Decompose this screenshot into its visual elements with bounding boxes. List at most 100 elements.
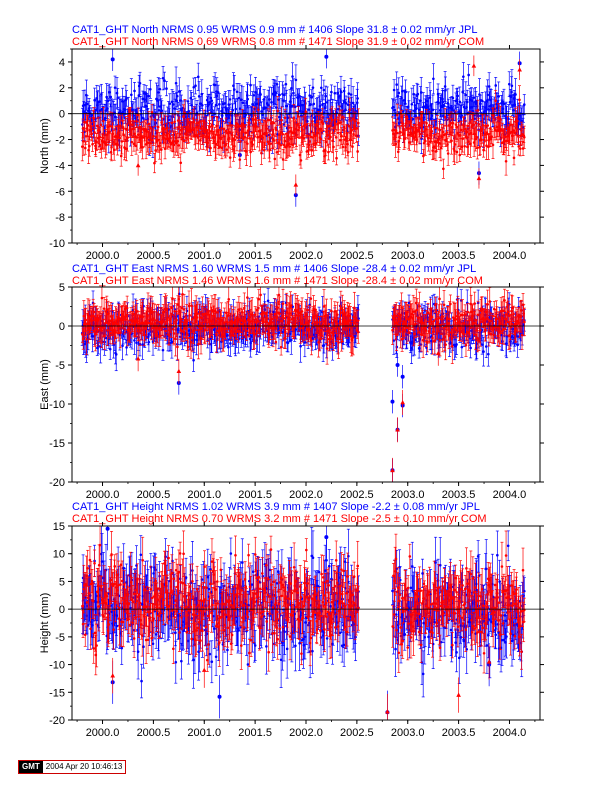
data-point	[451, 96, 455, 100]
data-point	[88, 144, 91, 148]
x-tick-label: 2003.5	[442, 250, 476, 262]
data-point	[197, 136, 200, 139]
data-point	[397, 139, 401, 143]
data-point	[105, 95, 108, 99]
data-point	[316, 131, 319, 135]
data-point	[403, 137, 407, 141]
data-point	[211, 124, 214, 128]
data-point	[324, 94, 328, 98]
data-point	[165, 87, 168, 90]
data-point	[130, 140, 134, 144]
data-point	[489, 127, 492, 130]
data-point	[324, 149, 327, 153]
data-point	[298, 109, 302, 113]
data-point	[319, 127, 322, 131]
data-point	[209, 96, 212, 100]
data-point	[285, 104, 288, 108]
data-point	[95, 140, 98, 144]
data-point	[477, 123, 481, 126]
data-point	[443, 115, 447, 119]
data-point	[492, 114, 495, 117]
data-point	[486, 93, 489, 97]
data-point	[427, 143, 430, 146]
data-point	[148, 141, 152, 145]
data-point	[462, 75, 465, 78]
data-point	[451, 121, 455, 125]
data-point	[231, 108, 235, 112]
data-point	[252, 94, 256, 97]
data-point	[476, 109, 480, 112]
data-point	[136, 113, 140, 117]
data-point	[425, 121, 428, 125]
data-point	[290, 86, 293, 90]
data-point	[240, 122, 244, 125]
data-point	[486, 124, 490, 127]
data-point	[453, 149, 456, 153]
data-point	[302, 136, 305, 140]
data-point	[210, 99, 214, 103]
data-point	[333, 91, 337, 95]
y-tick-label: -2	[55, 135, 65, 147]
data-point	[182, 115, 185, 118]
data-point	[311, 120, 314, 123]
data-point	[150, 138, 153, 142]
data-point	[336, 91, 339, 95]
data-point	[85, 102, 89, 106]
data-point	[450, 139, 453, 143]
data-point	[280, 118, 283, 122]
data-point	[497, 95, 500, 98]
data-point	[347, 124, 351, 128]
data-point	[427, 124, 431, 127]
data-point	[175, 94, 179, 98]
data-point	[149, 87, 152, 91]
y-tick-label: -8	[55, 212, 65, 224]
data-point	[283, 116, 287, 120]
data-point	[233, 144, 236, 148]
data-point	[159, 148, 163, 151]
x-tick-label: 2001.0	[187, 250, 221, 262]
data-point	[178, 132, 182, 136]
data-point	[485, 144, 488, 148]
data-point	[334, 118, 337, 121]
data-point	[275, 82, 279, 86]
data-point	[474, 121, 478, 125]
data-point	[441, 100, 444, 104]
data-point	[323, 106, 327, 110]
data-point	[342, 109, 345, 113]
data-point	[266, 140, 269, 144]
data-point	[171, 103, 175, 106]
data-point	[262, 148, 266, 152]
data-point	[132, 114, 136, 117]
data-point	[232, 88, 236, 91]
data-point	[268, 148, 272, 151]
data-point	[335, 156, 338, 160]
data-point	[219, 137, 222, 141]
data-point	[165, 126, 169, 130]
data-point	[195, 134, 199, 138]
data-point	[446, 152, 450, 155]
data-point	[332, 145, 335, 149]
data-point	[444, 88, 447, 92]
data-point	[287, 142, 291, 145]
data-point	[268, 98, 271, 101]
data-point	[270, 101, 273, 104]
data-point	[449, 121, 453, 125]
data-point	[340, 134, 343, 138]
data-point	[160, 109, 164, 113]
panel-title-line: CAT1_GHT North NRMS 0.95 WRMS 0.9 mm # 1…	[72, 24, 477, 36]
data-point	[135, 136, 139, 139]
data-point	[235, 136, 239, 139]
data-point	[290, 104, 294, 108]
data-point	[228, 156, 232, 159]
data-point	[466, 145, 469, 149]
data-point	[442, 104, 446, 107]
data-point	[510, 84, 514, 88]
data-point	[504, 159, 508, 163]
data-point	[133, 89, 136, 93]
data-point	[463, 127, 467, 131]
data-point	[118, 136, 122, 140]
data-point	[104, 116, 107, 120]
data-point	[243, 135, 246, 139]
data-point	[464, 93, 468, 97]
